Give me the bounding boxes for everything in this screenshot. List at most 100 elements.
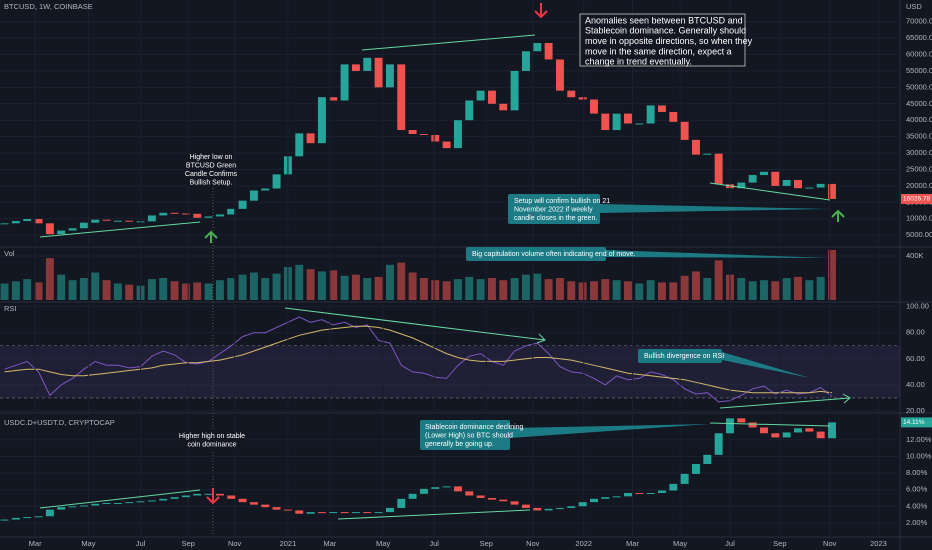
volume-bar — [159, 277, 168, 300]
candle — [34, 516, 43, 518]
candle — [159, 212, 168, 216]
candle — [170, 497, 179, 499]
candle — [329, 512, 338, 514]
trendline — [284, 307, 546, 341]
volume-bar — [760, 280, 768, 300]
panel-title: Vol — [4, 249, 15, 258]
y-tick-label: 60.00 — [906, 354, 925, 363]
x-tick-label: 2021 — [280, 539, 297, 548]
candle — [283, 509, 292, 511]
note-box — [180, 431, 244, 452]
volume-bar — [465, 276, 474, 300]
candle — [34, 219, 43, 224]
candle — [805, 187, 814, 189]
candle — [363, 512, 372, 514]
volume-bar — [68, 280, 77, 300]
candle — [204, 216, 213, 218]
x-tick-label: May — [376, 539, 390, 548]
candle — [23, 517, 32, 519]
annotation: Bullish divergence on RSI — [644, 353, 724, 360]
candle — [340, 512, 349, 514]
volume-bar — [828, 249, 836, 300]
y-tick-label: 10.00% — [906, 451, 932, 460]
down-arrow — [206, 488, 220, 505]
volume-bar — [692, 271, 700, 300]
annotation: move in the same direction, expect a — [585, 46, 732, 56]
candle — [567, 90, 576, 98]
volume-bar — [601, 279, 610, 300]
last-value-tag — [901, 417, 932, 428]
volume-bar — [193, 282, 202, 300]
volume-bar — [816, 276, 825, 300]
volume-bar — [578, 282, 587, 300]
candle — [828, 183, 836, 199]
callout-pointer — [606, 250, 830, 258]
candle — [669, 111, 678, 122]
candle — [476, 495, 485, 498]
candle — [249, 190, 258, 201]
volume-bar — [397, 262, 406, 300]
candle — [521, 504, 530, 508]
volume-bar — [510, 277, 519, 300]
candle — [680, 121, 689, 140]
candle — [680, 473, 689, 484]
down-arrow — [534, 3, 548, 19]
candle — [714, 153, 723, 185]
volume-bar — [499, 280, 508, 300]
volume-bar — [487, 277, 496, 300]
candle — [170, 212, 179, 214]
volume-bar — [34, 282, 43, 300]
annotation: coin dominance — [187, 441, 236, 448]
y-tick-label: 5000.00 — [906, 230, 932, 239]
y-tick-label: 30000.00 — [906, 148, 932, 157]
candle — [215, 214, 224, 217]
candle — [181, 213, 190, 215]
candle — [249, 502, 258, 505]
callout-pointer — [600, 204, 830, 213]
trendline — [39, 221, 201, 238]
candle — [782, 432, 791, 438]
trendline — [709, 422, 831, 427]
volume-bar — [544, 279, 553, 300]
volume-bar — [113, 283, 122, 300]
candle — [567, 506, 576, 508]
candle — [340, 64, 349, 101]
y-tick-label: 70000.00 — [906, 17, 932, 26]
volume-bar — [79, 277, 88, 300]
candle — [703, 153, 712, 155]
volume-bar — [453, 279, 462, 300]
trendlines — [39, 34, 851, 520]
candle — [487, 90, 496, 104]
candle — [612, 496, 621, 498]
candle — [408, 130, 417, 134]
volume-bar — [215, 280, 224, 300]
candle — [23, 219, 32, 222]
candle — [125, 220, 134, 222]
candle — [510, 70, 519, 111]
candle — [794, 179, 802, 189]
volume-bar — [340, 275, 349, 300]
candle — [385, 64, 394, 88]
rsi-line — [4, 325, 833, 394]
candle — [272, 507, 281, 510]
candle — [147, 500, 156, 502]
arrows — [204, 3, 845, 505]
volume-bar — [646, 280, 655, 300]
annotation: BTCUSD Green — [186, 162, 236, 169]
x-tick-label: Nov — [526, 539, 540, 548]
candle — [578, 97, 587, 100]
y-tick-label: 40.00 — [906, 380, 925, 389]
candle — [782, 179, 791, 186]
volume-bar — [306, 269, 315, 300]
callout-box — [508, 194, 600, 224]
volume-bar — [261, 277, 270, 300]
candle — [635, 123, 644, 125]
x-tick-label: Nov — [823, 539, 837, 548]
y-tick-label: 55000.00 — [906, 66, 932, 75]
candle — [692, 463, 700, 474]
annotation: change in trend eventually. — [585, 57, 692, 67]
volume-bar — [589, 281, 598, 300]
annotation: (Lower High) so BTC should — [425, 432, 513, 439]
